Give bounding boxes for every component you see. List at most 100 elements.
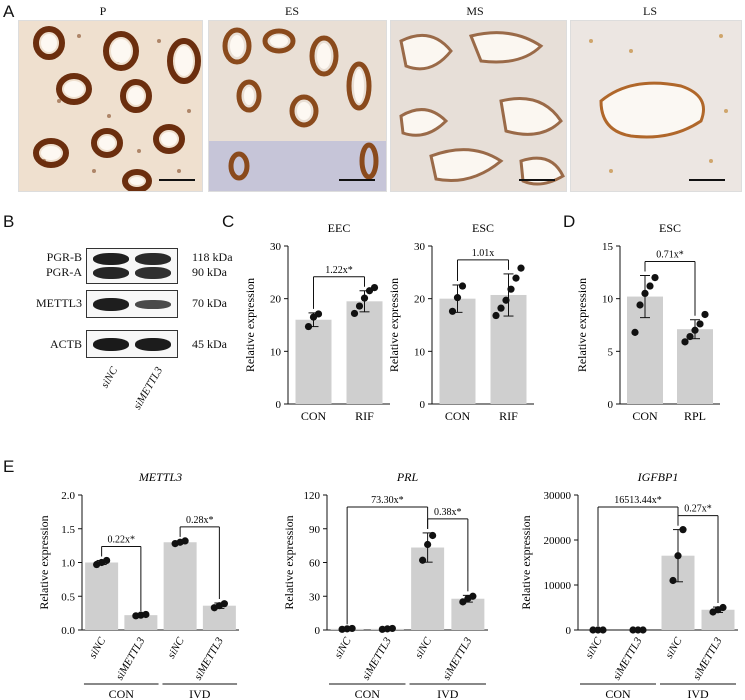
group-label: IVD <box>189 687 211 700</box>
blot-band <box>93 253 129 265</box>
scale-bar <box>689 179 725 181</box>
blot-label-actb: ACTB <box>49 337 82 351</box>
x-tick-label: RIF <box>355 409 374 423</box>
data-point <box>453 294 462 302</box>
data-point <box>719 603 727 612</box>
histology-label-es: ES <box>284 4 299 18</box>
bar <box>661 555 695 630</box>
x-tick-label: siMETTL3 <box>691 635 725 682</box>
data-point <box>424 540 432 549</box>
data-point <box>370 284 379 292</box>
bar <box>330 628 364 630</box>
x-tick-label: siNC <box>87 635 109 661</box>
y-axis-label: Relative expression <box>37 515 51 609</box>
y-tick-label: 20 <box>414 294 426 306</box>
data-point <box>631 328 639 336</box>
y-tick-label: 10 <box>270 346 282 358</box>
bar <box>163 542 197 630</box>
y-tick-label: 30000 <box>544 490 572 502</box>
data-point <box>458 282 467 290</box>
data-point <box>464 594 472 603</box>
data-point <box>691 326 699 334</box>
data-point <box>502 296 510 304</box>
bar <box>439 298 476 404</box>
bar <box>370 628 404 630</box>
y-tick-label: 0 <box>315 625 321 637</box>
histology-texture-ls <box>571 21 741 191</box>
comparison-label: 0.22x* <box>108 534 136 545</box>
scale-bar <box>519 179 555 181</box>
blot-band <box>135 338 171 351</box>
blot-kda-45: 45 kDa <box>192 337 227 351</box>
y-tick-label: 60 <box>309 558 321 570</box>
data-point <box>360 294 369 302</box>
blot-band <box>93 298 129 311</box>
data-point <box>355 302 364 310</box>
comparison-label: 1.22x* <box>325 265 353 276</box>
data-point <box>589 626 597 634</box>
x-tick-label: RPL <box>684 409 706 423</box>
data-point <box>459 598 467 606</box>
bar <box>346 301 383 404</box>
blot-kda-118: 118 kDa <box>192 250 233 264</box>
data-point <box>492 311 500 320</box>
data-point <box>137 611 145 619</box>
blot-lane-sinc: siNC <box>98 365 121 391</box>
y-axis-label: Relative expression <box>575 278 589 372</box>
histology-image-ms <box>390 20 567 192</box>
data-point <box>215 602 223 610</box>
x-tick-label: siMETTL3 <box>360 635 394 682</box>
bar <box>85 562 119 630</box>
x-tick-label: CON <box>632 409 658 423</box>
data-point <box>350 309 359 318</box>
y-axis-label: Relative expression <box>282 515 296 609</box>
bar <box>295 319 332 404</box>
histology-texture-es <box>209 21 386 191</box>
bar <box>490 294 527 404</box>
data-point <box>714 606 722 614</box>
blot-band <box>135 267 171 279</box>
histology-label-p: P <box>99 4 107 18</box>
histology-texture-p <box>19 21 202 191</box>
y-tick-label: 20 <box>270 294 282 306</box>
y-tick-label: 30 <box>309 591 321 603</box>
data-point <box>629 626 637 634</box>
blot-band <box>93 338 129 351</box>
x-tick-label: RIF <box>499 409 518 423</box>
data-point <box>343 625 351 633</box>
y-axis-label: Relative expression <box>387 278 401 372</box>
bar <box>124 615 158 630</box>
group-label: CON <box>605 687 631 700</box>
blot-label-pgr-b: PGR-B <box>46 250 82 264</box>
data-point <box>103 556 111 565</box>
y-tick-label: 0 <box>420 399 426 411</box>
histology-label-ls: LS <box>642 4 657 18</box>
panel-letter-b: B <box>3 212 15 231</box>
y-tick-label: 120 <box>304 490 321 502</box>
data-point <box>429 531 437 540</box>
blot-row-actb <box>86 330 178 358</box>
group-label: CON <box>355 687 381 700</box>
data-point <box>636 301 644 309</box>
data-point <box>497 304 505 312</box>
y-tick-label: 1.5 <box>61 524 75 536</box>
panel-letter-d: D <box>563 212 576 231</box>
group-label: IVD <box>687 687 709 700</box>
data-point <box>98 558 106 567</box>
bar <box>627 296 663 404</box>
data-point <box>171 540 179 548</box>
histology-texture-ms <box>391 21 566 191</box>
y-axis-label: Relative expression <box>519 515 533 609</box>
y-axis-label: Relative expression <box>243 278 257 372</box>
panel-letter-c: C <box>222 212 235 231</box>
data-point <box>210 604 218 612</box>
comparison-label: 1.01x <box>472 248 495 259</box>
data-point <box>304 322 313 331</box>
data-point <box>594 626 602 634</box>
data-point <box>176 538 184 546</box>
x-tick-label: siNC <box>165 635 187 661</box>
comparison-label: 16513.44x* <box>614 495 662 506</box>
data-point <box>220 600 228 608</box>
y-tick-label: 1.0 <box>61 558 75 570</box>
data-point <box>314 310 323 318</box>
